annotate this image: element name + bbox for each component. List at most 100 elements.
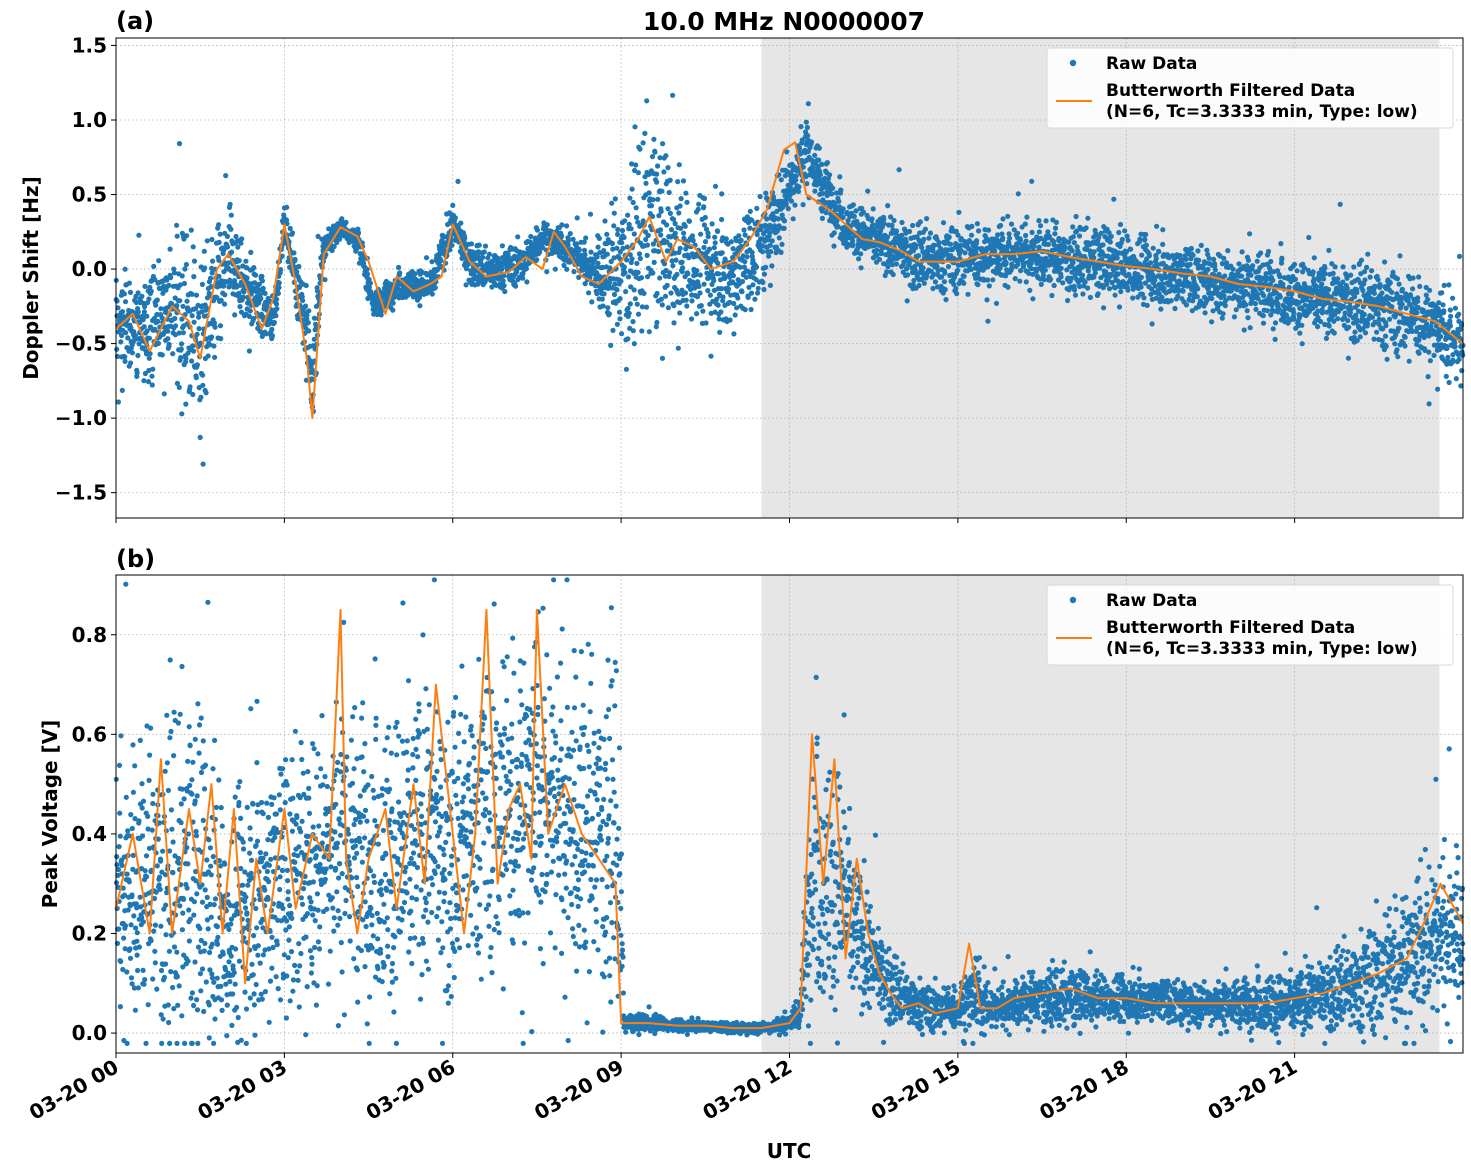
panel-a-raw-point <box>819 162 824 167</box>
panel-a-raw-point <box>545 222 550 227</box>
panel-a-raw-point <box>142 309 147 314</box>
panel-a-raw-point <box>1190 253 1195 258</box>
panel-a-raw-point <box>568 231 573 236</box>
panel-a-raw-point <box>645 253 650 258</box>
panel-a-raw-point <box>1084 225 1089 230</box>
panel-a-raw-point <box>652 260 657 265</box>
panel-a-raw-point <box>1266 249 1271 254</box>
panel-a-raw-point <box>1331 271 1336 276</box>
panel-a-raw-point <box>150 367 155 372</box>
panel-a-raw-point <box>671 320 676 325</box>
panel-a-raw-point <box>1139 275 1144 280</box>
panel-a-raw-point <box>1362 277 1367 282</box>
panel-a-raw-point <box>623 289 628 294</box>
panel-a-raw-point <box>1327 323 1332 328</box>
panel-a-raw-point <box>656 249 661 254</box>
panel-a-raw-point <box>644 305 649 310</box>
panel-a-raw-point <box>832 230 837 235</box>
panel-a-raw-point <box>153 303 158 308</box>
panel-a-raw-point <box>1085 285 1090 290</box>
panel-a-raw-point <box>1397 253 1402 258</box>
panel-a-raw-point <box>120 309 125 314</box>
panel-a-raw-point <box>792 203 797 208</box>
panel-a-raw-point <box>850 238 855 243</box>
panel-a-raw-point <box>696 284 701 289</box>
panel-a-raw-point <box>716 271 721 276</box>
panel-a-raw-point <box>586 290 591 295</box>
panel-a-raw-point <box>779 242 784 247</box>
panel-a-raw-point <box>1379 290 1384 295</box>
panel-a-raw-point <box>142 284 147 289</box>
panel-a-raw-point <box>589 299 594 304</box>
panel-a-raw-point <box>1255 292 1260 297</box>
panel-a-raw-point <box>763 265 768 270</box>
panel-a-raw-point <box>726 286 731 291</box>
panel-a-raw-point <box>625 306 630 311</box>
panel-a-raw-point <box>209 237 214 242</box>
panel-a-raw-point <box>768 249 773 254</box>
panel-a-raw-point <box>1108 239 1113 244</box>
panel-a-raw-point <box>816 158 821 163</box>
panel-a-raw-point <box>611 223 616 228</box>
panel-a-raw-point <box>608 343 613 348</box>
panel-a-raw-point <box>284 205 289 210</box>
panel-a-raw-point <box>796 189 801 194</box>
panel-a-raw-point <box>1188 262 1193 267</box>
panel-a-raw-point <box>717 316 722 321</box>
panel-a-raw-point <box>571 237 576 242</box>
panel-a-raw-point <box>1107 286 1112 291</box>
panel-a-raw-point <box>1319 282 1324 287</box>
panel-a-raw-point <box>588 250 593 255</box>
panel-a-raw-point <box>885 234 890 239</box>
panel-a-raw-point <box>719 217 724 222</box>
panel-a-raw-point <box>1346 356 1351 361</box>
panel-a-raw-point <box>1118 289 1123 294</box>
panel-a-raw-point <box>1204 248 1209 253</box>
panel-a-raw-point <box>188 384 193 389</box>
panel-a-raw-point <box>1000 216 1005 221</box>
panel-a-raw-point <box>871 206 876 211</box>
panel-a-raw-point <box>1354 317 1359 322</box>
panel-a-raw-point <box>210 259 215 264</box>
panel-a-raw-point <box>430 291 435 296</box>
panel-a-raw-point <box>1240 249 1245 254</box>
panel-a-raw-point <box>1130 295 1135 300</box>
panel-a-raw-point <box>955 268 960 273</box>
panel-a-raw-point <box>1368 275 1373 280</box>
panel-a-raw-point <box>209 334 214 339</box>
panel-a-raw-point <box>1207 256 1212 261</box>
panel-a-raw-point <box>1000 236 1005 241</box>
panel-a-raw-point <box>696 207 701 212</box>
panel-a-raw-point <box>200 383 205 388</box>
panel-a-raw-point <box>674 272 679 277</box>
panel-a-raw-point <box>172 316 177 321</box>
panel-a-raw-point <box>881 216 886 221</box>
panel-a-raw-point <box>748 209 753 214</box>
panel-a-raw-point <box>634 261 639 266</box>
panel-a-raw-point <box>635 302 640 307</box>
panel-a-raw-point <box>564 223 569 228</box>
panel-a-raw-point <box>639 275 644 280</box>
panel-a-raw-point <box>228 202 233 207</box>
panel-a-raw-point <box>263 291 268 296</box>
panel-a-raw-point <box>1265 308 1270 313</box>
panel-a-raw-point <box>680 260 685 265</box>
panel-a-raw-point <box>926 236 931 241</box>
panel-a-raw-point <box>965 292 970 297</box>
panel-a-raw-point <box>1038 223 1043 228</box>
panel-a-raw-point <box>458 221 463 226</box>
panel-a-raw-point <box>1320 310 1325 315</box>
panel-a-raw-point <box>201 462 206 467</box>
panel-a-raw-point <box>122 354 127 359</box>
panel-a-raw-point <box>794 173 799 178</box>
panel-a-raw-point <box>173 323 178 328</box>
panel-a-raw-point <box>195 332 200 337</box>
panel-a-raw-point <box>397 270 402 275</box>
panel-a-raw-point <box>936 240 941 245</box>
panel-a-raw-point <box>665 283 670 288</box>
panel-a-raw-point <box>782 226 787 231</box>
panel-a-raw-point <box>337 237 342 242</box>
panel-a-raw-point <box>1278 241 1283 246</box>
panel-a-raw-point <box>1253 301 1258 306</box>
